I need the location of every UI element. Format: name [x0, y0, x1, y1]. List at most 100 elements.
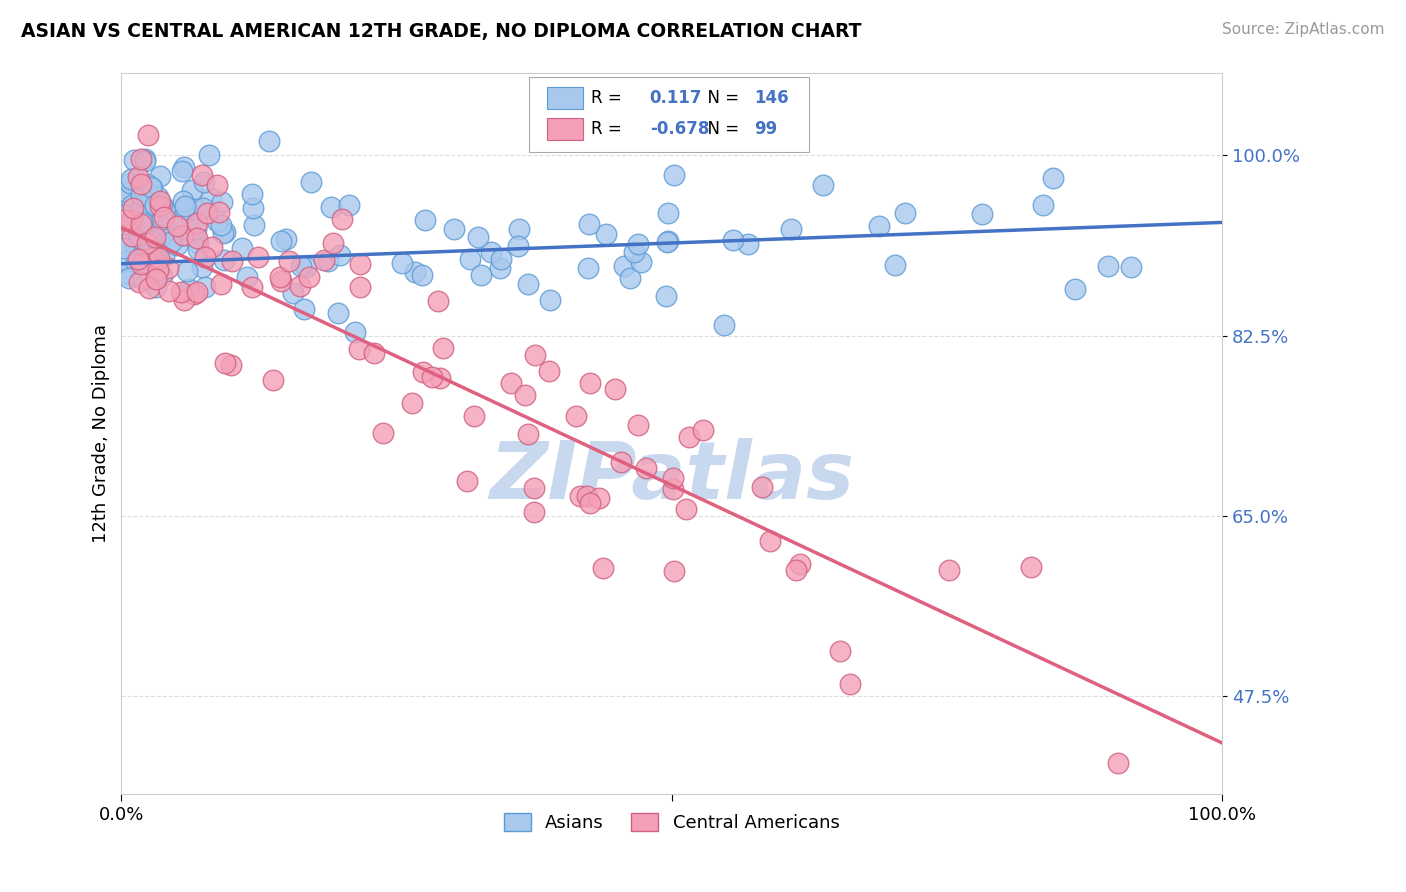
Point: [779, 221, 801, 235]
Point: [278, 254, 301, 268]
Point: [429, 370, 451, 384]
Point: [657, 206, 679, 220]
Point: [131, 178, 153, 192]
Point: [121, 198, 143, 212]
Legend: Asians, Central Americans: Asians, Central Americans: [496, 805, 846, 839]
Point: [145, 210, 167, 224]
Point: [125, 256, 148, 270]
Point: [176, 263, 198, 277]
Point: [149, 222, 172, 236]
Point: [129, 188, 152, 202]
Point: [692, 423, 714, 437]
Point: [211, 226, 233, 240]
Point: [508, 222, 530, 236]
Point: [576, 260, 599, 275]
Point: [124, 240, 146, 254]
Text: 0.117: 0.117: [650, 89, 702, 107]
Point: [127, 170, 149, 185]
Point: [657, 234, 679, 248]
Point: [470, 268, 492, 282]
Point: [269, 269, 291, 284]
Text: N =: N =: [697, 89, 744, 107]
Point: [214, 225, 236, 239]
Point: [579, 496, 602, 510]
Point: [517, 277, 540, 291]
Point: [221, 254, 243, 268]
Point: [675, 502, 697, 516]
Point: [122, 201, 145, 215]
Point: [136, 195, 159, 210]
Point: [678, 430, 700, 444]
Point: [131, 209, 153, 223]
Point: [262, 373, 284, 387]
Point: [214, 356, 236, 370]
Point: [122, 153, 145, 168]
Point: [172, 164, 194, 178]
Text: Source: ZipAtlas.com: Source: ZipAtlas.com: [1222, 22, 1385, 37]
Point: [231, 241, 253, 255]
Point: [181, 183, 204, 197]
Point: [576, 489, 599, 503]
Point: [290, 259, 312, 273]
Point: [146, 204, 169, 219]
Point: [723, 233, 745, 247]
Point: [209, 218, 232, 232]
Bar: [547, 87, 582, 109]
Point: [187, 235, 209, 250]
Point: [135, 178, 157, 192]
Point: [613, 260, 636, 274]
Text: ZIPatlas: ZIPatlas: [489, 438, 855, 516]
Point: [662, 471, 685, 485]
Point: [343, 325, 366, 339]
Point: [173, 202, 195, 216]
Point: [329, 248, 352, 262]
Point: [516, 427, 538, 442]
Point: [191, 260, 214, 274]
Text: 146: 146: [754, 89, 789, 107]
Point: [661, 482, 683, 496]
Point: [603, 382, 626, 396]
Point: [148, 169, 170, 183]
Point: [246, 250, 269, 264]
Point: [785, 563, 807, 577]
Point: [183, 287, 205, 301]
Point: [322, 235, 344, 250]
FancyBboxPatch shape: [529, 77, 810, 153]
Point: [281, 285, 304, 300]
Point: [401, 396, 423, 410]
Point: [1019, 560, 1042, 574]
Point: [172, 194, 194, 209]
Point: [149, 199, 172, 213]
Point: [166, 237, 188, 252]
Point: [242, 202, 264, 216]
Point: [128, 231, 150, 245]
Point: [1032, 198, 1054, 212]
Point: [537, 364, 560, 378]
Point: [138, 281, 160, 295]
Point: [443, 222, 465, 236]
Point: [146, 190, 169, 204]
Point: [839, 677, 862, 691]
Point: [136, 128, 159, 142]
Point: [363, 346, 385, 360]
Point: [141, 251, 163, 265]
Point: [242, 218, 264, 232]
Point: [118, 270, 141, 285]
Point: [627, 236, 650, 251]
Point: [205, 178, 228, 192]
Point: [184, 202, 207, 217]
Text: N =: N =: [697, 120, 744, 138]
Point: [170, 285, 193, 299]
Point: [523, 505, 546, 519]
Point: [1042, 171, 1064, 186]
Bar: [547, 119, 582, 140]
Point: [270, 234, 292, 248]
Point: [186, 285, 208, 299]
Point: [136, 226, 159, 240]
Point: [565, 409, 588, 424]
Point: [662, 169, 685, 183]
Point: [636, 461, 658, 475]
Point: [150, 269, 173, 284]
Point: [868, 219, 890, 233]
Point: [276, 232, 298, 246]
